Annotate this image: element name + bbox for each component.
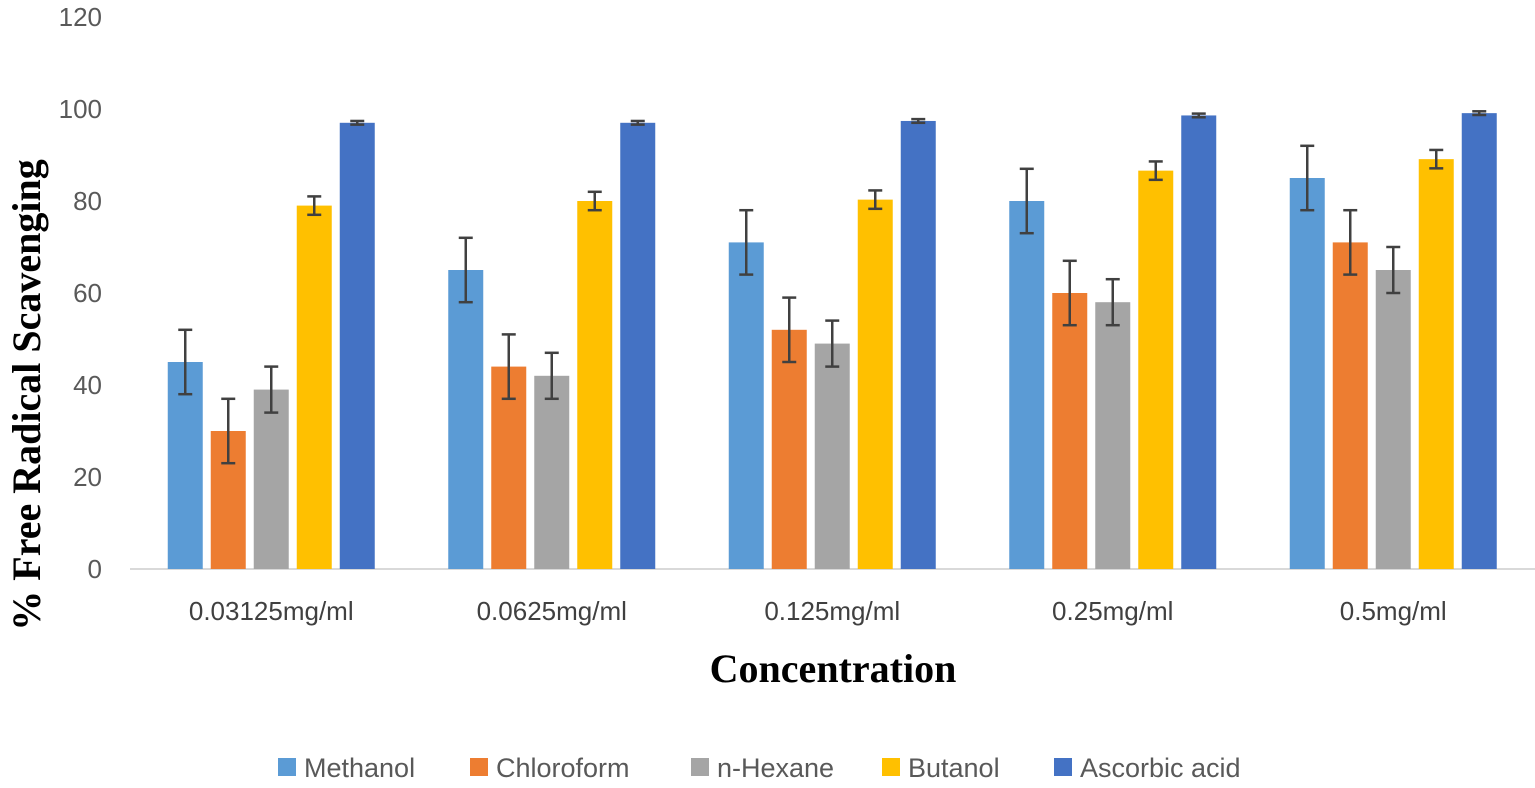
legend-swatch-n-hexane <box>691 758 709 776</box>
bar-butanol-2 <box>857 199 893 569</box>
y-axis-ticks: 0 20 40 60 80 100 120 <box>59 2 102 584</box>
x-category-label: 0.25mg/ml <box>1052 596 1173 626</box>
bar-methanol-3 <box>1009 201 1045 569</box>
bar-butanol-3 <box>1138 170 1174 569</box>
legend-label: n-Hexane <box>717 753 834 783</box>
bar-butanol-4 <box>1418 159 1454 569</box>
legend-swatch-methanol <box>278 758 296 776</box>
x-category-label: 0.5mg/ml <box>1340 596 1447 626</box>
y-tick-label: 40 <box>73 370 102 400</box>
bar-n-hexane-2 <box>814 343 850 569</box>
bar-ascorbic-acid-3 <box>1181 115 1217 569</box>
bar-butanol-0 <box>296 205 332 569</box>
bar-chloroform-1 <box>491 366 527 569</box>
bar-n-hexane-1 <box>534 375 570 569</box>
x-category-label: 0.0625mg/ml <box>477 596 627 626</box>
y-tick-label: 120 <box>59 2 102 32</box>
bar-ascorbic-acid-4 <box>1461 113 1497 569</box>
bar-chloroform-4 <box>1332 242 1368 569</box>
legend: Methanol Chloroform n-Hexane Butanol Ascorbi… <box>278 753 1241 783</box>
y-tick-label: 20 <box>73 462 102 492</box>
bar-ascorbic-acid-0 <box>339 122 375 570</box>
x-category-label: 0.03125mg/ml <box>189 596 354 626</box>
bar-chloroform-2 <box>771 329 807 569</box>
bar-methanol-1 <box>448 270 484 569</box>
bar-methanol-2 <box>728 242 764 569</box>
bar-series-group <box>167 113 1497 570</box>
legend-label: Chloroform <box>496 753 630 783</box>
bar-n-hexane-3 <box>1095 302 1131 569</box>
y-tick-label: 60 <box>73 278 102 308</box>
y-tick-label: 0 <box>88 554 102 584</box>
x-axis-title: Concentration <box>710 646 957 691</box>
legend-swatch-butanol <box>882 758 900 776</box>
error-bars-group <box>178 110 1487 465</box>
y-tick-label: 80 <box>73 186 102 216</box>
bar-ascorbic-acid-2 <box>900 120 936 570</box>
legend-label: Methanol <box>304 753 415 783</box>
bar-chloroform-3 <box>1052 293 1088 569</box>
bar-n-hexane-4 <box>1375 270 1411 569</box>
bar-methanol-4 <box>1289 178 1325 569</box>
bar-ascorbic-acid-1 <box>620 122 656 570</box>
y-axis-title: % Free Radical Scavenging <box>4 159 49 630</box>
x-category-label: 0.125mg/ml <box>764 596 900 626</box>
legend-swatch-chloroform <box>470 758 488 776</box>
y-tick-label: 100 <box>59 94 102 124</box>
bar-n-hexane-0 <box>253 389 289 569</box>
bar-methanol-0 <box>167 362 203 569</box>
legend-label: Ascorbic acid <box>1080 753 1241 783</box>
bar-butanol-1 <box>577 201 613 569</box>
legend-label: Butanol <box>908 753 1000 783</box>
x-axis-categories: 0.03125mg/ml 0.0625mg/ml 0.125mg/ml 0.25mg/… <box>189 596 1447 626</box>
legend-swatch-ascorbic-acid <box>1054 758 1072 776</box>
